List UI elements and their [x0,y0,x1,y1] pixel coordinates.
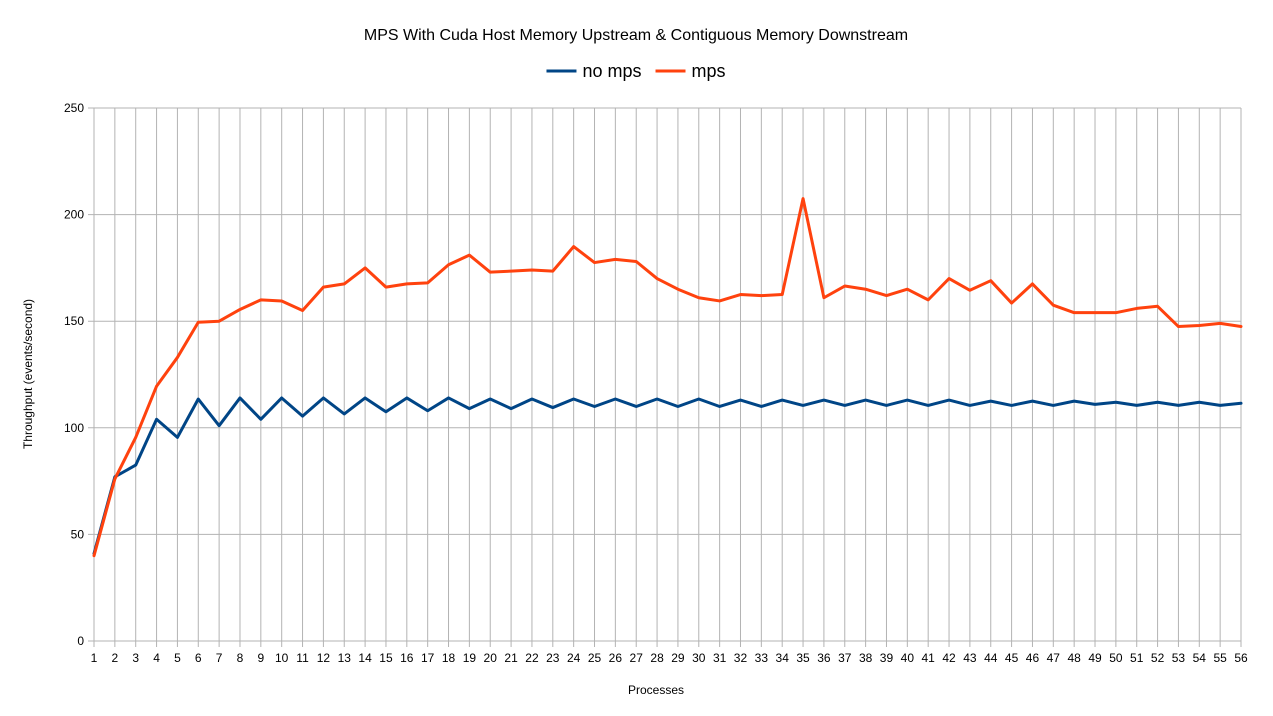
x-tick-label: 17 [421,651,435,665]
x-tick-label: 47 [1047,651,1061,665]
x-tick-label: 14 [358,651,372,665]
y-tick-label: 0 [77,634,84,648]
x-tick-label: 50 [1109,651,1123,665]
x-tick-label: 51 [1130,651,1144,665]
x-tick-label: 40 [901,651,915,665]
x-tick-label: 52 [1151,651,1165,665]
x-tick-label: 11 [296,651,309,665]
y-tick-label: 100 [64,421,84,435]
x-tick-label: 4 [153,651,160,665]
x-tick-label: 27 [630,651,644,665]
x-tick-label: 23 [546,651,560,665]
legend-label-no-mps: no mps [582,61,641,81]
x-tick-label: 54 [1193,651,1207,665]
legend-label-mps: mps [692,61,726,81]
x-tick-label: 26 [609,651,623,665]
x-tick-label: 9 [257,651,264,665]
x-tick-label: 21 [504,651,518,665]
x-gridlines [93,108,1242,647]
chart-title: MPS With Cuda Host Memory Upstream & Con… [364,27,908,44]
x-tick-label: 39 [880,651,894,665]
x-tick-label: 33 [755,651,769,665]
x-tick-label: 56 [1234,651,1248,665]
x-tick-label: 3 [132,651,139,665]
x-axis-label: Processes [628,683,684,697]
x-tick-label: 36 [817,651,831,665]
x-tick-label: 55 [1213,651,1227,665]
y-tick-label: 150 [64,314,84,328]
x-tick-label: 12 [317,651,331,665]
x-tick-label: 29 [671,651,685,665]
x-tick-label: 20 [484,651,498,665]
series-line-mps [92,197,1243,558]
x-tick-label: 41 [922,651,936,665]
x-tick-label: 8 [237,651,244,665]
x-tick-label: 5 [174,651,181,665]
x-tick-label: 43 [963,651,977,665]
y-axis-ticks: 0 50 100 150 200 250 [64,101,84,648]
y-tick-label: 200 [64,208,84,222]
x-tick-label: 48 [1067,651,1081,665]
x-tick-label: 35 [796,651,810,665]
legend: no mps mps [546,61,726,81]
x-tick-label: 25 [588,651,602,665]
x-tick-label: 16 [400,651,414,665]
y-axis-label: Throughput (events/second) [21,299,35,449]
x-tick-label: 30 [692,651,706,665]
x-tick-label: 37 [838,651,852,665]
x-tick-label: 22 [525,651,539,665]
series-line-no-mps [92,396,1243,556]
x-tick-label: 38 [859,651,873,665]
x-tick-label: 2 [112,651,119,665]
x-tick-label: 6 [195,651,202,665]
x-tick-label: 46 [1026,651,1040,665]
y-tick-label: 50 [71,527,85,541]
y-tick-label: 250 [64,101,84,115]
series-lines [92,197,1243,558]
x-tick-label: 24 [567,651,581,665]
x-tick-label: 45 [1005,651,1019,665]
x-tick-label: 32 [734,651,748,665]
x-tick-label: 1 [91,651,98,665]
x-tick-label: 18 [442,651,456,665]
x-tick-label: 15 [379,651,393,665]
x-tick-label: 31 [713,651,727,665]
x-tick-label: 28 [650,651,664,665]
x-tick-label: 19 [463,651,477,665]
x-tick-label: 53 [1172,651,1186,665]
x-tick-label: 13 [338,651,352,665]
y-gridlines [88,107,1241,642]
x-tick-label: 7 [216,651,223,665]
x-tick-label: 34 [776,651,790,665]
x-tick-label: 49 [1088,651,1102,665]
x-axis-ticks: 1 2 3 4 5 6 7 8 9 10 11 12 13 14 15 16 17 18 19 20 21 22 23 24 2… [91,651,1248,665]
x-tick-label: 44 [984,651,998,665]
x-tick-label: 10 [275,651,289,665]
x-tick-label: 42 [942,651,956,665]
